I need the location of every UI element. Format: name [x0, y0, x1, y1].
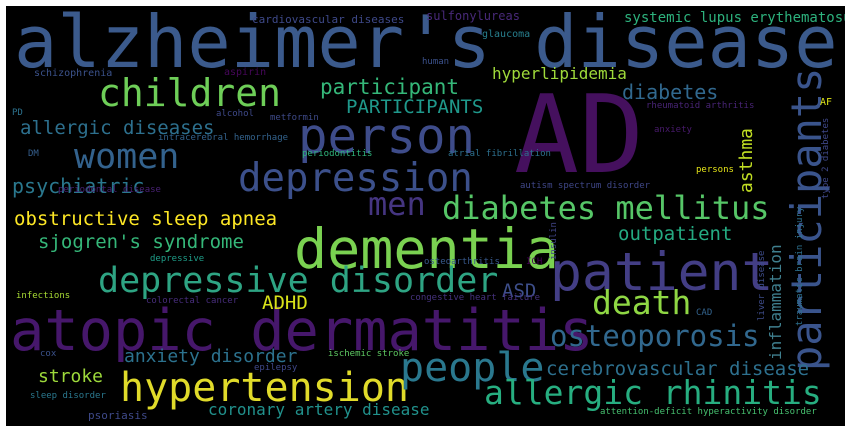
word: anxiety disorder	[124, 346, 298, 367]
word: rheumatoid arthritis	[646, 101, 755, 111]
word: infections	[16, 291, 71, 301]
word: ASD	[502, 280, 537, 302]
word: CAD	[696, 308, 713, 318]
word: AF	[820, 97, 833, 108]
word: PARTICIPANTS	[346, 96, 484, 118]
word: death	[592, 283, 692, 322]
word: AD	[514, 73, 645, 198]
word: osteoporosis	[550, 319, 760, 353]
word: hyperlipidemia	[492, 64, 627, 83]
word: coronary artery disease	[208, 400, 430, 419]
word: cardiovascular diseases	[252, 13, 405, 26]
word: depression	[238, 156, 473, 201]
word: congestive heart failure	[410, 293, 541, 303]
word: insulin	[549, 222, 559, 260]
word: colorectal cancer	[146, 296, 239, 306]
word: aspirin	[224, 67, 267, 78]
word: autism spectrum disorder	[520, 181, 651, 191]
word: atopic dermatitis	[10, 298, 594, 364]
word: PD	[12, 108, 23, 118]
word: inflammation	[766, 244, 785, 360]
word: persons	[696, 165, 734, 175]
word: diabetes	[622, 80, 719, 104]
word: sjogren's syndrome	[38, 231, 244, 253]
word: obstructive sleep apnea	[14, 208, 278, 230]
word: traumatic brain injury	[795, 206, 805, 326]
word: attention-deficit hyperactivity disorder	[600, 407, 817, 417]
word: type 2 diabetes	[821, 117, 831, 199]
word: depressive disorder	[98, 261, 499, 301]
word: person	[298, 108, 476, 165]
word: glaucoma	[482, 29, 531, 40]
word: depressive	[150, 254, 205, 264]
word: patient	[550, 242, 774, 303]
word: metformin	[270, 113, 319, 123]
word: women	[74, 137, 180, 177]
word: dementia	[294, 217, 559, 281]
word: epilepsy	[254, 363, 298, 373]
word: cerebrovascular disease	[546, 358, 810, 380]
word: ICH	[526, 257, 543, 267]
word: liver disease	[757, 250, 767, 321]
word: DM	[28, 149, 39, 159]
word: schizophrenia	[34, 68, 113, 79]
word: periodontal disease	[58, 185, 161, 195]
word: cox	[40, 349, 57, 359]
word: alzheimer's disease	[14, 6, 838, 84]
word: alcohol	[216, 109, 254, 119]
word: children	[98, 71, 282, 115]
word: systemic lupus erythematosus	[624, 10, 845, 26]
word: psoriasis	[88, 409, 148, 422]
word: diabetes mellitus	[442, 189, 770, 227]
word: periodontitis	[302, 149, 373, 159]
word: ischemic stroke	[328, 349, 410, 359]
word: asthma	[736, 127, 757, 193]
word: intracerebral hemorrhage	[158, 133, 289, 143]
word: men	[368, 185, 426, 223]
word: people	[400, 345, 545, 391]
word: osteoarthritis	[424, 257, 500, 267]
word: allergic diseases	[20, 117, 215, 139]
word-cloud: alzheimer's disease AD atopic dermatitis…	[6, 6, 845, 426]
word: participants	[782, 67, 831, 371]
word: sleep disorder	[30, 391, 106, 401]
word: psychiatric	[12, 174, 145, 198]
word: outpatient	[618, 223, 733, 245]
word: stroke	[38, 366, 104, 387]
word: atrial fibrillation	[448, 149, 551, 159]
word: human	[422, 57, 450, 67]
word: hypertension	[120, 365, 409, 411]
word: ADHD	[262, 292, 308, 314]
word: anxiety	[654, 125, 692, 135]
word: sulfonylureas	[426, 9, 520, 23]
word: allergic rhinitis	[484, 373, 822, 412]
word: participant	[320, 75, 460, 99]
